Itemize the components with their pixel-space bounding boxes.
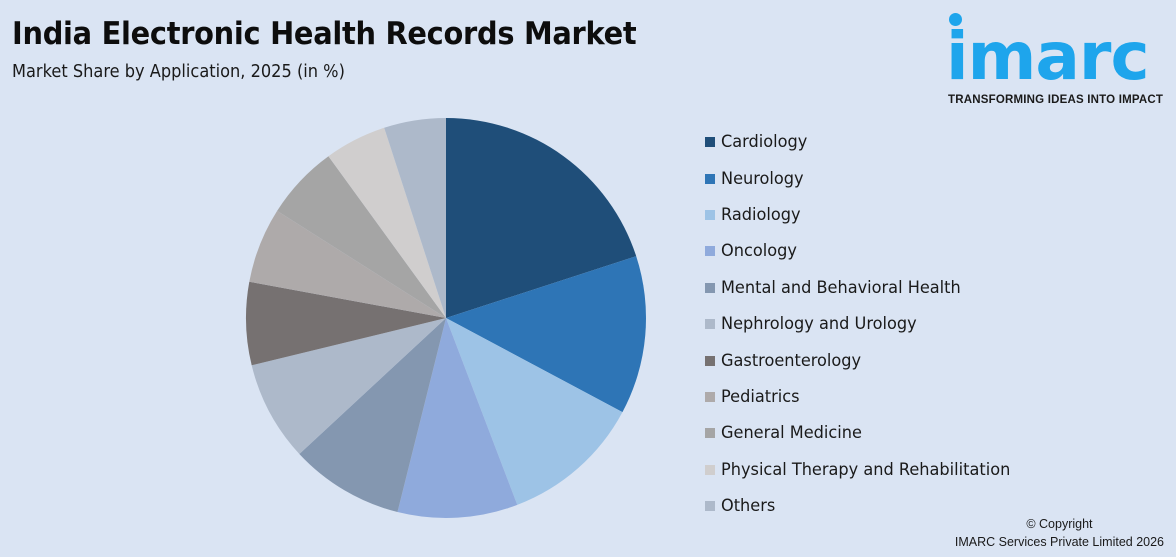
chart-subtitle: Market Share by Application, 2025 (in %) [12,61,345,82]
legend-label: General Medicine [721,423,862,444]
copyright-line-1: © Copyright [1026,517,1093,531]
legend-item: Others [705,488,1026,524]
pie-slice-pediatrics [249,210,446,318]
legend-swatch-icon [705,137,715,148]
legend-label: Cardiology [721,132,808,153]
copyright: © Copyright IMARC Services Private Limit… [955,515,1164,551]
legend-item: Pediatrics [705,379,1026,415]
legend-swatch-icon [705,246,715,257]
legend-label: Neurology [721,168,804,189]
legend-label: Pediatrics [721,386,800,407]
legend-swatch-icon [705,501,715,512]
pie-slice-radiology [446,318,623,505]
pie-slice-nephrology-and-urology [251,318,446,454]
copyright-line-2: IMARC Services Private Limited 2026 [954,535,1164,549]
legend-item: Nephrology and Urology [705,306,1026,342]
legend-item: Oncology [705,233,1026,269]
legend-label: Gastroenterology [721,350,862,371]
legend-label: Nephrology and Urology [721,314,917,335]
legend-item: Mental and Behavioral Health [705,270,1026,306]
legend-swatch-icon [705,209,715,220]
legend-item: Cardiology [705,124,1026,160]
legend-swatch-icon [705,391,715,402]
legend-swatch-icon [705,319,715,330]
legend-swatch-icon [705,282,715,293]
legend-label: Others [721,496,776,517]
pie-slice-mental-and-behavioral-health [299,318,446,513]
pie-slice-oncology [397,318,518,518]
logo-wordmark: imarc [946,18,1150,95]
legend-label: Mental and Behavioral Health [721,277,961,298]
legend-item: Gastroenterology [705,342,1026,378]
legend-swatch-icon [705,173,715,184]
pie-chart [245,118,646,518]
logo-dot-icon [949,13,962,26]
pie-slice-cardiology [446,118,637,318]
legend-label: Oncology [721,241,797,262]
chart-legend: Cardiology Neurology Radiology Oncology Ment… [705,124,1026,524]
pie-slice-physical-therapy-and-rehabilitation [328,127,446,318]
chart-title: India Electronic Health Records Market [12,16,637,52]
legend-swatch-icon [705,464,715,475]
pie-slice-gastroenterology [245,281,446,366]
imarc-logo: imarc TRANSFORMING IDEAS INTO IMPACT [944,10,1172,110]
pie-slice-general-medicine [277,156,446,318]
legend-item: Physical Therapy and Rehabilitation [705,452,1026,488]
legend-label: Physical Therapy and Rehabilitation [721,459,1011,480]
legend-swatch-icon [705,355,715,366]
legend-swatch-icon [705,428,715,439]
legend-item: Radiology [705,197,1026,233]
legend-item: Neurology [705,160,1026,196]
legend-label: Radiology [721,204,801,225]
legend-item: General Medicine [705,415,1026,451]
pie-slice-neurology [446,256,646,413]
pie-slice-others [384,118,446,318]
logo-tagline: TRANSFORMING IDEAS INTO IMPACT [948,94,1164,106]
